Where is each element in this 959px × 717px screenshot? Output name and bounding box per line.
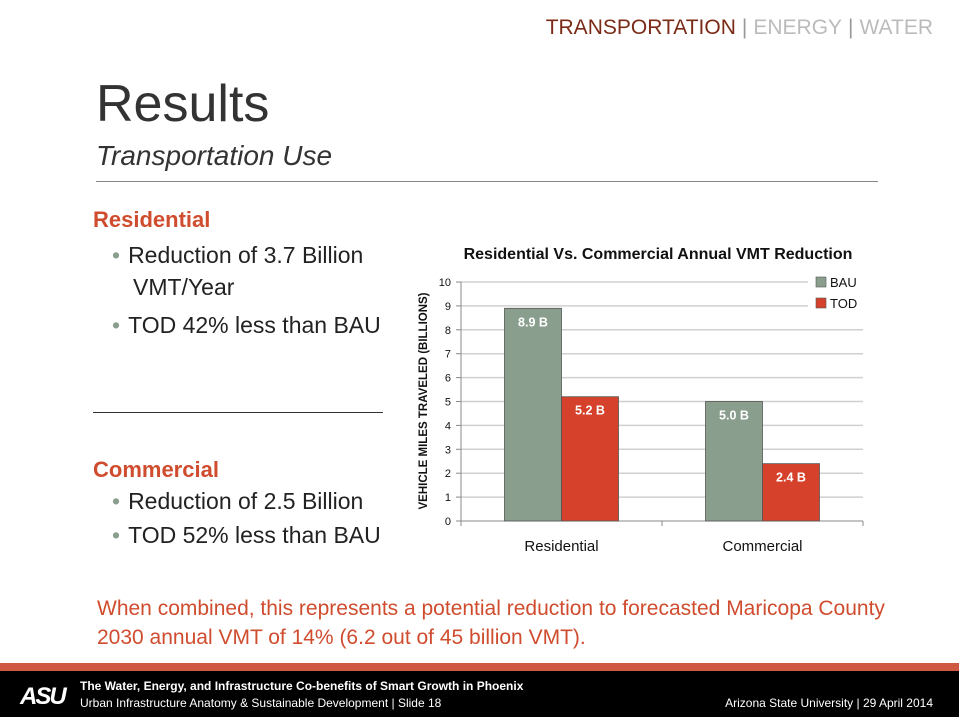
footer-institution-date: Arizona State University | 29 April 2014	[725, 696, 933, 710]
y-tick-label: 8	[445, 325, 451, 337]
summary-text: When combined, this represents a potenti…	[97, 597, 885, 649]
list-item: • TOD 52% less than BAU	[112, 522, 381, 548]
y-tick-label: 0	[445, 516, 451, 528]
residential-heading: Residential	[93, 207, 211, 232]
list-item: • Reduction of 2.5 Billion	[112, 488, 364, 514]
data-label: 5.2 B	[575, 404, 605, 418]
legend-label: BAU	[830, 275, 857, 290]
list-item: • TOD 42% less than BAU	[112, 312, 381, 338]
data-label: 2.4 B	[776, 471, 806, 485]
nav-separator: |	[741, 16, 748, 39]
section-nav: TRANSPORTATION | ENERGY | WATER	[546, 16, 933, 40]
footer-title: The Water, Energy, and Infrastructure Co…	[80, 679, 524, 693]
y-tick-label: 4	[445, 420, 451, 432]
bullet-text: Reduction of 2.5 Billion	[128, 488, 364, 514]
nav-energy[interactable]: ENERGY	[753, 16, 843, 39]
asu-logo: ASU	[20, 683, 67, 710]
page-title: Results	[96, 75, 270, 133]
y-tick-label: 9	[445, 301, 451, 313]
footer-subtitle: Urban Infrastructure Anatomy & Sustainab…	[80, 696, 442, 710]
commercial-bullets: • Reduction of 2.5 Billion • TOD 52% less …	[112, 485, 402, 551]
bullet-text: TOD 52% less than BAU	[128, 522, 381, 548]
y-tick-label: 1	[445, 492, 451, 504]
y-tick-label: 7	[445, 349, 451, 361]
y-tick-label: 5	[445, 397, 451, 409]
bullet-text: VMT/Year	[133, 274, 235, 300]
residential-bullets: • Reduction of 3.7 Billion VMT/Year • TOD 4…	[112, 239, 402, 341]
data-label: 5.0 B	[719, 409, 749, 423]
footer: ASU The Water, Energy, and Infrastructur…	[0, 671, 959, 717]
x-tick-label: Commercial	[722, 538, 802, 555]
bar-bau	[504, 307, 562, 522]
bar-tod	[561, 396, 619, 522]
bullet-text: TOD 42% less than BAU	[128, 312, 381, 338]
commercial-heading: Commercial	[93, 457, 219, 482]
bar-tod	[762, 463, 820, 522]
list-item: • Reduction of 3.7 Billion VMT/Year	[112, 239, 402, 303]
y-tick-label: 6	[445, 373, 451, 385]
title-divider	[96, 181, 878, 182]
legend-swatch-bau	[815, 276, 827, 288]
legend-swatch-tod	[815, 297, 827, 309]
y-tick-label: 10	[439, 277, 451, 289]
legend-label: TOD	[830, 296, 857, 311]
nav-water[interactable]: WATER	[859, 16, 934, 39]
data-label: 8.9 B	[518, 315, 548, 329]
page-subtitle: Transportation Use	[96, 140, 333, 171]
bar-bau	[705, 401, 763, 522]
y-tick-label: 2	[445, 468, 451, 480]
x-tick-label: Residential	[524, 538, 598, 555]
nav-separator: |	[848, 16, 854, 39]
y-axis-label: VEHICLE MILES TRAVELED (BILLIONS)	[418, 292, 430, 509]
y-tick-label: 3	[445, 444, 451, 456]
footer-accent-bar	[0, 663, 959, 671]
bullet-text: Reduction of 3.7 Billion	[128, 242, 364, 268]
nav-transportation[interactable]: TRANSPORTATION	[545, 16, 736, 39]
chart-title: Residential Vs. Commercial Annual VMT Re…	[464, 246, 853, 263]
section-divider	[93, 412, 383, 413]
